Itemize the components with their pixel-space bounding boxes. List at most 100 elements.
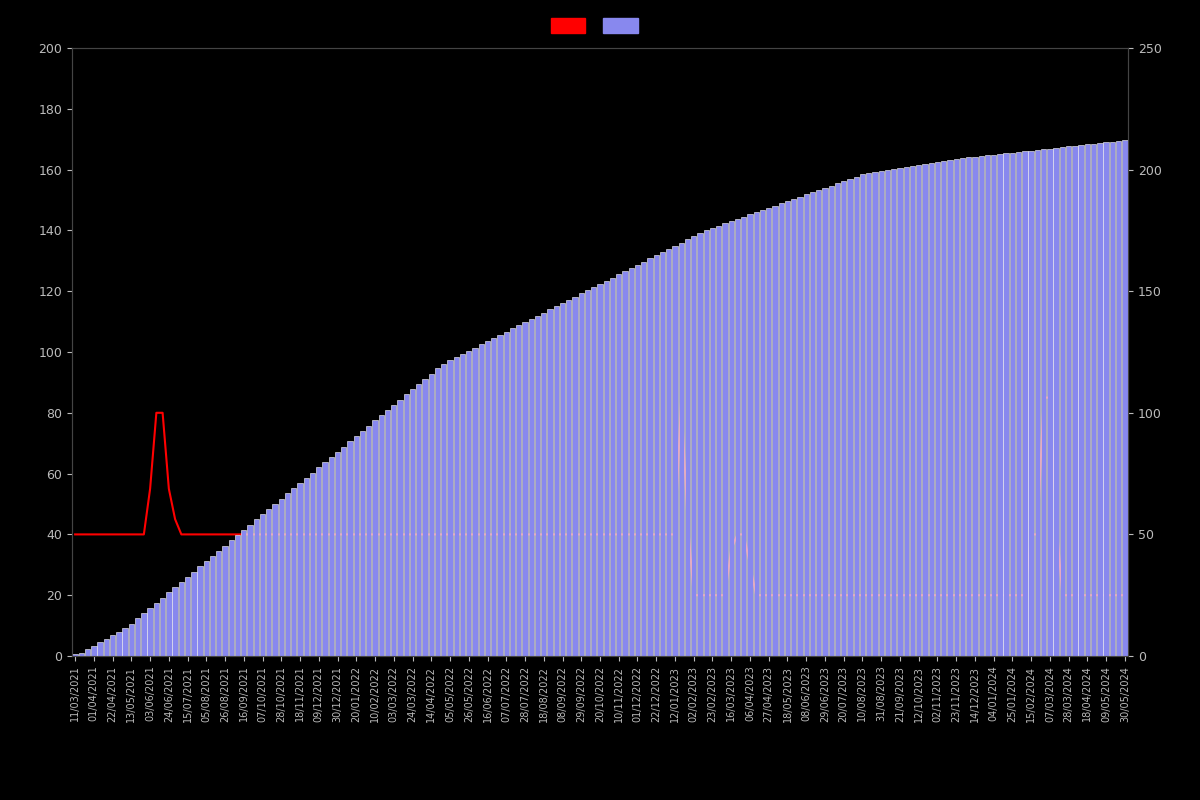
Bar [460,354,466,656]
Bar [79,653,84,656]
Bar [266,509,271,656]
Bar [654,255,659,656]
Bar [173,587,178,656]
Bar [985,155,990,656]
Bar [216,550,222,656]
Bar [760,210,766,656]
Bar [578,294,584,656]
Bar [754,212,758,656]
Bar [1060,147,1066,656]
Bar [966,158,971,656]
Bar [292,488,296,656]
Bar [978,156,984,656]
Bar [485,342,490,656]
Bar [466,350,472,656]
Bar [1097,143,1103,656]
Bar [892,170,896,656]
Bar [592,287,596,656]
Bar [954,159,959,656]
Bar [1034,150,1040,656]
Bar [853,177,859,656]
Bar [866,174,871,656]
Bar [748,214,752,656]
Bar [403,394,409,656]
Bar [329,457,334,656]
Bar [134,618,140,656]
Bar [697,233,703,656]
Bar [1009,153,1015,656]
Bar [516,326,522,656]
Bar [929,163,934,656]
Bar [1016,152,1021,656]
Bar [341,446,347,656]
Bar [1054,148,1058,656]
Bar [972,157,978,656]
Bar [859,174,865,656]
Bar [1028,150,1034,656]
Bar [710,228,715,656]
Bar [560,303,565,656]
Bar [647,258,653,656]
Bar [222,546,228,656]
Bar [742,217,746,656]
Bar [479,345,484,656]
Bar [835,183,840,656]
Bar [323,462,328,656]
Bar [510,329,515,656]
Bar [947,160,953,656]
Bar [204,561,209,656]
Bar [941,162,947,656]
Bar [397,399,403,656]
Bar [497,335,503,656]
Bar [385,410,390,656]
Bar [804,194,809,656]
Bar [1110,142,1115,656]
Bar [354,436,359,656]
Bar [160,598,166,656]
Bar [660,252,665,656]
Bar [598,284,602,656]
Bar [685,239,690,656]
Bar [366,426,372,656]
Bar [779,203,784,656]
Bar [553,306,559,656]
Bar [1116,141,1121,656]
Bar [722,223,727,656]
Bar [1040,149,1046,656]
Bar [229,540,234,656]
Bar [278,498,284,656]
Bar [810,192,815,656]
Bar [541,313,546,656]
Bar [572,297,577,656]
Bar [1079,145,1084,656]
Bar [822,188,828,656]
Bar [260,514,265,656]
Bar [691,236,696,656]
Bar [91,646,96,656]
Bar [666,249,671,656]
Bar [898,168,902,656]
Bar [1104,142,1109,656]
Bar [310,473,316,656]
Bar [923,164,928,656]
Bar [703,230,709,656]
Bar [85,649,90,656]
Bar [1003,154,1009,656]
Bar [773,206,778,656]
Bar [491,338,497,656]
Bar [785,201,790,656]
Bar [428,374,434,656]
Bar [884,170,890,656]
Bar [797,197,803,656]
Bar [298,483,302,656]
Bar [148,608,152,656]
Bar [422,378,427,656]
Bar [841,181,846,656]
Bar [529,319,534,656]
Bar [678,242,684,656]
Bar [1091,144,1097,656]
Bar [142,614,146,656]
Bar [448,360,452,656]
Bar [1048,149,1052,656]
Bar [253,519,259,656]
